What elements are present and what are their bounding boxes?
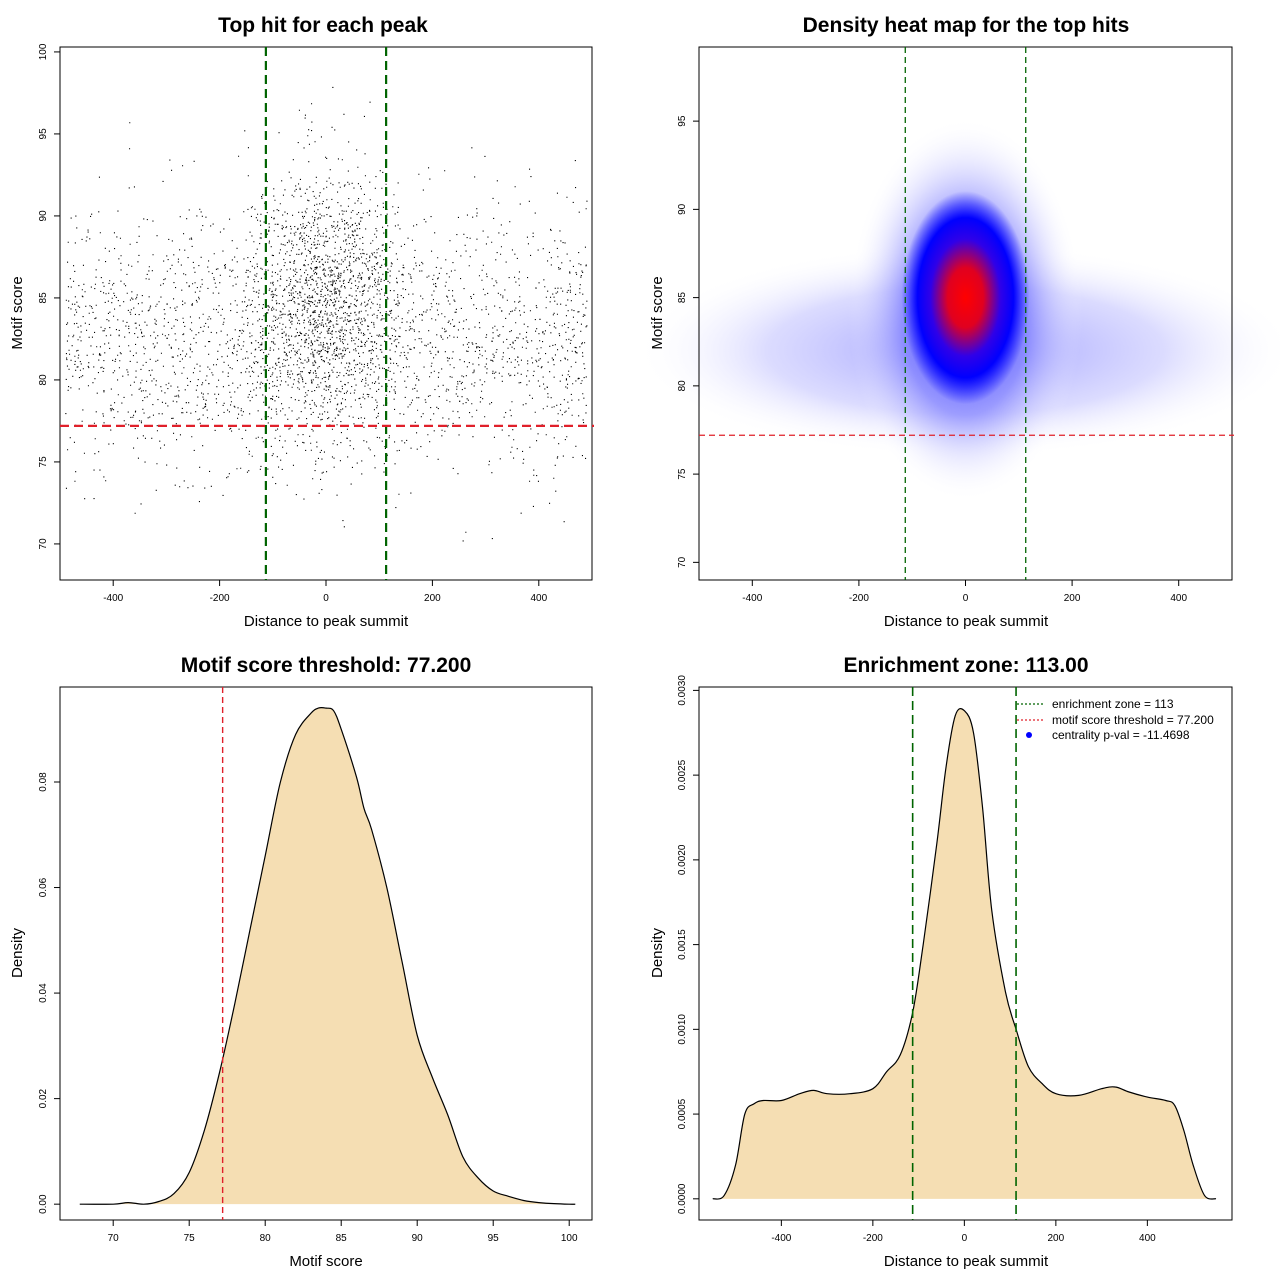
- score-density-xtick-label: 95: [488, 1233, 500, 1244]
- distance-density-ylabel: Density: [649, 927, 666, 978]
- score-density-xlabel: Motif score: [289, 1253, 362, 1270]
- heatmap-xtick-label: 0: [963, 593, 969, 604]
- score-density-xtick-label: 90: [412, 1233, 424, 1244]
- heatmap-xtick-label: 200: [1064, 593, 1081, 604]
- scatter-panel: Top hit for each peak -400 -200 0 200 400 70 7…: [9, 14, 594, 630]
- scatter-xtick-label: 400: [530, 593, 547, 604]
- score-density-xtick-label: 85: [336, 1233, 348, 1244]
- heatmap-xtick-label: -200: [849, 593, 869, 604]
- scatter-plot-frame: [59, 46, 593, 581]
- distance-density-xtick-label: 0: [962, 1233, 968, 1244]
- score-density-ylabel: Density: [9, 927, 26, 978]
- score-density-line: [79, 706, 576, 1205]
- score-density-plot-frame: [59, 686, 593, 1221]
- score-density-curve: [79, 706, 576, 1205]
- scatter-ytick-label: 75: [38, 456, 49, 468]
- distance-density-xtick-label: 400: [1139, 1233, 1156, 1244]
- distance-density-ytick-label: 0.0015: [677, 929, 688, 960]
- score-density-ytick-label: 0.06: [38, 877, 49, 897]
- heatmap-ylabel: Motif score: [649, 276, 666, 349]
- heatmap-xlabel: Distance to peak summit: [884, 613, 1049, 630]
- score-density-axes: 70 75 80 85 90 95 100 0.00 0.02 0.04 0.06 0.08: [38, 772, 578, 1244]
- heatmap-core: [901, 191, 1030, 405]
- score-density-xtick-label: 80: [260, 1233, 272, 1244]
- score-density-ytick-label: 0.00: [38, 1194, 49, 1214]
- scatter-axes: -400 -200 0 200 400 70 75 80 85 90 95 100: [38, 43, 548, 604]
- legend-pval-label: centrality p-val = -11.4698: [1052, 728, 1190, 742]
- distance-density-ytick-label: 0.0000: [677, 1183, 688, 1214]
- heatmap-panel: Density heat map for the top hits -400 -2…: [635, 14, 1280, 630]
- legend-pval-dot: [1026, 732, 1032, 738]
- legend: enrichment zone = 113 motif score thresh…: [1017, 697, 1214, 742]
- heatmap-ytick-label: 90: [677, 203, 688, 215]
- score-density-ytick-label: 0.04: [38, 983, 49, 1003]
- distance-density-xtick-label: -400: [771, 1233, 791, 1244]
- heatmap-title: Density heat map for the top hits: [803, 14, 1130, 37]
- score-density-xtick-label: 75: [184, 1233, 196, 1244]
- scatter-ytick-label: 70: [38, 538, 49, 550]
- heatmap-ytick-label: 85: [677, 292, 688, 304]
- heatmap-ytick-label: 70: [677, 556, 688, 568]
- scatter-xlabel: Distance to peak summit: [244, 613, 409, 630]
- distance-density-plot-frame: [698, 686, 1233, 1221]
- distance-density-ytick-label: 0.0005: [677, 1098, 688, 1129]
- scatter-xtick-label: 200: [424, 593, 441, 604]
- distance-density-xtick-label: 200: [1048, 1233, 1065, 1244]
- score-density-xtick-label: 100: [561, 1233, 578, 1244]
- legend-threshold-label: motif score threshold = 77.200: [1052, 713, 1214, 727]
- heatmap-xtick-label: 400: [1170, 593, 1187, 604]
- scatter-ytick-label: 80: [38, 374, 49, 386]
- heatmap-ytick-label: 95: [677, 115, 688, 127]
- scatter-points: [65, 86, 588, 542]
- legend-enrichment-label: enrichment zone = 113: [1052, 697, 1174, 711]
- heatmap-reference-lines: [699, 47, 1234, 580]
- scatter-ytick-label: 100: [38, 43, 49, 60]
- distance-density-ytick-label: 0.0030: [677, 675, 688, 706]
- scatter-ylabel: Motif score: [9, 276, 26, 349]
- scatter-xtick-label: -400: [103, 593, 123, 604]
- distance-density-ytick-label: 0.0025: [677, 759, 688, 790]
- scatter-reference-lines: [60, 47, 594, 580]
- distance-density-axes: -400 -200 0 200 400 0.0000 0.0005 0.0010 0.0015 0…: [677, 675, 1156, 1244]
- heatmap-axes: -400 -200 0 200 400 70 75 80 85 90 95: [677, 115, 1187, 604]
- scatter-ytick-label: 85: [38, 292, 49, 304]
- score-density-ytick-label: 0.08: [38, 772, 49, 792]
- heatmap-ytick-label: 80: [677, 380, 688, 392]
- distance-density-title: Enrichment zone: 113.00: [843, 654, 1088, 677]
- score-density-xtick-label: 70: [108, 1233, 120, 1244]
- scatter-title: Top hit for each peak: [218, 14, 428, 37]
- score-density-panel: Motif score threshold: 77.200 70 75 80 85 90…: [9, 654, 593, 1270]
- distance-density-ytick-label: 0.0010: [677, 1014, 688, 1045]
- distance-density-fill: [712, 708, 1216, 1200]
- scatter-xtick-label: 0: [323, 593, 329, 604]
- score-density-title: Motif score threshold: 77.200: [181, 654, 472, 677]
- distance-density-xlabel: Distance to peak summit: [884, 1253, 1049, 1270]
- score-density-fill: [79, 707, 576, 1205]
- scatter-ytick-label: 95: [38, 128, 49, 140]
- distance-density-ytick-label: 0.0020: [677, 844, 688, 875]
- scatter-ytick-label: 90: [38, 210, 49, 222]
- distance-density-line: [712, 708, 1217, 1200]
- scatter-point-cloud: [65, 86, 588, 542]
- score-density-ytick-label: 0.02: [38, 1088, 49, 1108]
- distance-density-reference-lines: [911, 687, 1017, 1220]
- heatmap-xtick-label: -400: [742, 593, 762, 604]
- distance-density-curve: [712, 708, 1217, 1200]
- distance-density-panel: Enrichment zone: 113.00 -400 -200 0 200 400 0…: [649, 654, 1233, 1270]
- distance-density-xtick-label: -200: [863, 1233, 883, 1244]
- heatmap-density: [635, 47, 1280, 580]
- scatter-xtick-label: -200: [210, 593, 230, 604]
- heatmap-ytick-label: 75: [677, 468, 688, 480]
